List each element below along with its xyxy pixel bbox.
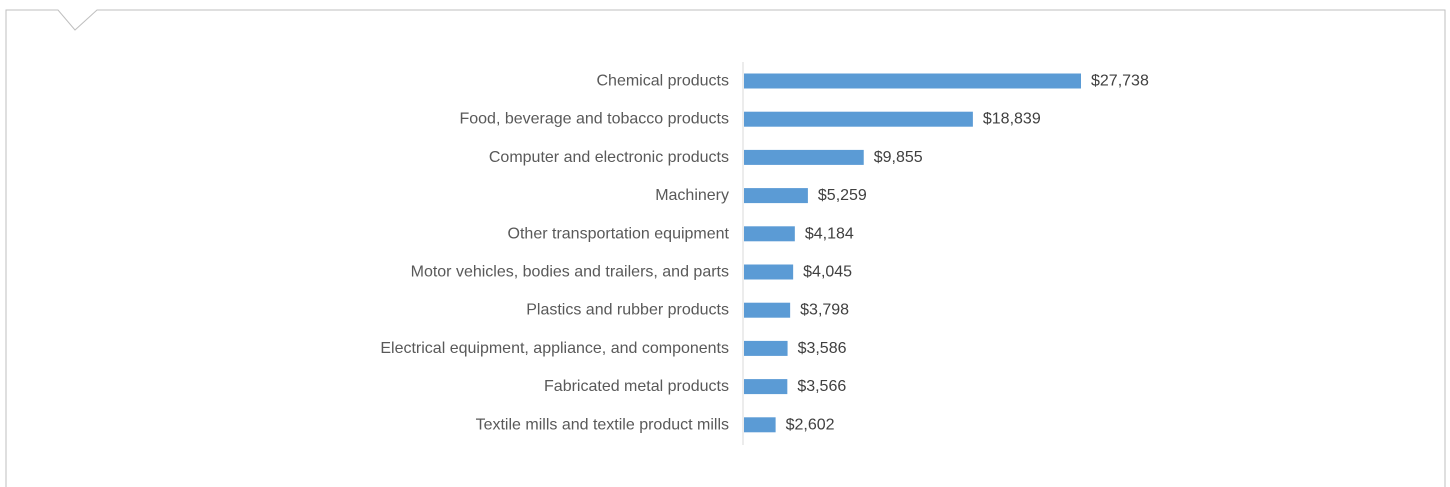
category-label: Electrical equipment, appliance, and com… <box>380 340 729 357</box>
callout-frame-border <box>5 9 1446 487</box>
value-label: $18,839 <box>983 111 1041 128</box>
value-label: $27,738 <box>1091 73 1149 90</box>
bar <box>744 302 791 318</box>
bar <box>744 149 864 165</box>
category-label: Machinery <box>655 187 729 204</box>
value-label: $2,602 <box>786 416 835 433</box>
category-label: Other transportation equipment <box>508 225 730 242</box>
bar <box>744 264 794 280</box>
bar <box>744 417 776 433</box>
value-label: $3,566 <box>797 378 846 395</box>
category-label: Plastics and rubber products <box>526 302 729 319</box>
value-label: $5,259 <box>818 187 867 204</box>
bar <box>744 111 973 127</box>
category-labels-group: Chemical products Food, beverage and toba… <box>380 73 729 434</box>
bars-group <box>744 73 1081 433</box>
value-label: $3,798 <box>800 302 849 319</box>
value-label: $4,045 <box>803 264 852 281</box>
bar <box>744 379 788 395</box>
category-label: Food, beverage and tobacco products <box>459 111 729 128</box>
category-label: Fabricated metal products <box>544 378 729 395</box>
category-label: Textile mills and textile product mills <box>476 416 729 433</box>
bar <box>744 73 1081 89</box>
bar <box>744 340 788 356</box>
category-label: Computer and electronic products <box>489 149 729 166</box>
bar <box>744 226 795 242</box>
bar <box>744 188 808 204</box>
value-label: $9,855 <box>874 149 923 166</box>
category-label: Chemical products <box>597 73 730 90</box>
value-label: $4,184 <box>805 225 854 242</box>
category-label: Motor vehicles, bodies and trailers, and… <box>411 264 729 281</box>
value-labels-group: $27,738 $18,839 $9,855 $5,259 $4,184 $4,045 $3… <box>786 73 1149 434</box>
value-label: $3,586 <box>798 340 847 357</box>
